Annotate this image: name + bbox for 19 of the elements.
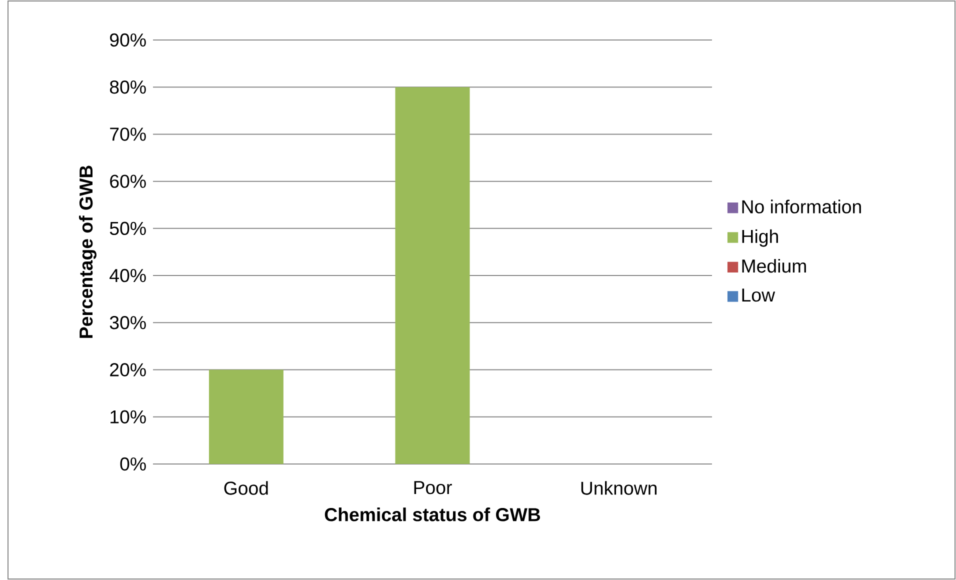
- legend-label: High: [742, 229, 778, 247]
- y-tick-label: 30%: [110, 316, 146, 330]
- y-tick-label: 90%: [110, 33, 146, 47]
- y-tick-label: 50%: [110, 222, 146, 236]
- y-tick-label: 60%: [110, 174, 146, 188]
- y-tick-label: 20%: [110, 363, 146, 376]
- x-tick-label: Good: [224, 481, 268, 495]
- y-tick-label: 80%: [110, 80, 146, 94]
- y-tick-label: 10%: [110, 410, 146, 424]
- x-axis-title: Chemical status of GWB: [324, 508, 540, 522]
- legend-label: No information: [742, 200, 861, 214]
- legend-label: Medium: [742, 258, 806, 273]
- y-tick-label: 70%: [110, 128, 146, 141]
- x-tick-label: Unknown: [581, 481, 657, 495]
- y-tick-label: 40%: [110, 268, 146, 282]
- x-tick-label: Poor: [414, 481, 452, 494]
- y-tick-label: 0%: [120, 457, 146, 471]
- y-axis-title: Percentage of GWB: [78, 166, 96, 338]
- legend-label: Low: [742, 288, 776, 302]
